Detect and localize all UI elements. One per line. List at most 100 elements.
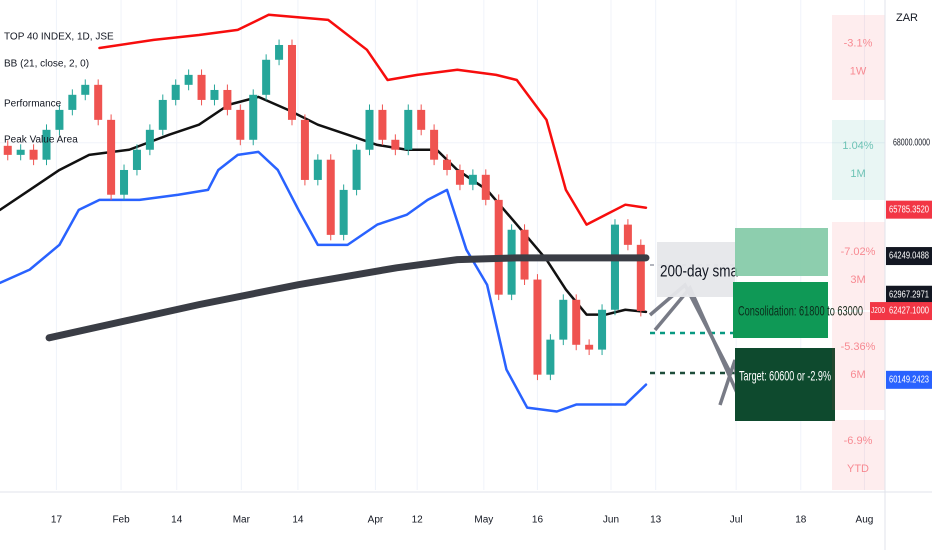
candle-body bbox=[210, 89, 219, 100]
performance-period: YTD bbox=[847, 463, 869, 475]
candle-body bbox=[81, 84, 90, 95]
candle-body bbox=[610, 224, 619, 310]
legend: TOP 40 INDEX, 1D, JSE BB (21, close, 2, … bbox=[4, 32, 114, 146]
drawings: 200-day sma Consolidation: 61800 to 6300… bbox=[648, 228, 863, 421]
annotation: Consolidation: 61800 to 63000 bbox=[738, 303, 863, 319]
currency: ZAR bbox=[896, 12, 918, 24]
performance-change: -5.36% bbox=[841, 341, 876, 353]
candle-body bbox=[171, 84, 180, 100]
candle-body bbox=[430, 129, 439, 160]
symbol-title: TOP 40 INDEX, 1D, JSE bbox=[4, 32, 114, 43]
candle-body bbox=[236, 109, 245, 140]
candle-body bbox=[94, 84, 103, 120]
candle-body bbox=[352, 149, 361, 190]
candle-body bbox=[300, 119, 309, 180]
indicator-label: Peak Value Area bbox=[4, 135, 78, 146]
x-tick-label: 14 bbox=[171, 515, 183, 526]
plot bbox=[0, 13, 650, 413]
performance-period: 1W bbox=[850, 65, 867, 77]
price-tag-label: 62427.1000 bbox=[889, 306, 929, 317]
candle-body bbox=[107, 119, 116, 195]
price-tag-label: 62967.2971 bbox=[889, 289, 929, 300]
candle-body bbox=[636, 244, 645, 311]
candle-body bbox=[507, 229, 516, 295]
candle-body bbox=[197, 74, 206, 100]
target-zone bbox=[735, 228, 828, 276]
performance-period: 3M bbox=[850, 274, 865, 286]
y-tick-label: 68000.0000 bbox=[893, 137, 930, 148]
candle-body bbox=[533, 279, 542, 375]
candle-body bbox=[313, 159, 322, 180]
candle-body bbox=[585, 344, 594, 350]
candle-body bbox=[132, 149, 141, 170]
candle-body bbox=[287, 44, 296, 120]
performance-change: -6.9% bbox=[844, 435, 873, 447]
overlay-line bbox=[45, 254, 650, 342]
candle-body bbox=[481, 174, 490, 200]
candle-body bbox=[494, 199, 503, 295]
axes: 17 Feb 14 Mar 14 Apr 12 May 16 Jun 13 Jul 18 Aug 68000… bbox=[51, 137, 932, 526]
performance-cell bbox=[832, 312, 885, 410]
label-box bbox=[735, 348, 835, 421]
candle-body bbox=[623, 224, 632, 245]
label-box bbox=[657, 242, 735, 297]
performance-period: 6M bbox=[850, 369, 865, 381]
candle-body bbox=[262, 59, 271, 95]
candle-body bbox=[378, 109, 387, 140]
candle-body bbox=[546, 339, 555, 375]
performance-cell bbox=[832, 15, 885, 100]
annotation: 200-day sma bbox=[660, 261, 738, 280]
candle-body bbox=[223, 89, 232, 110]
overlay-line bbox=[0, 150, 648, 413]
x-tick-label: Jun bbox=[603, 515, 619, 526]
candle-body bbox=[572, 299, 581, 345]
candle-body bbox=[145, 129, 154, 150]
candle-body bbox=[158, 99, 167, 130]
x-tick-label: Apr bbox=[368, 515, 384, 526]
overlay-line bbox=[98, 13, 648, 226]
candle-body bbox=[455, 169, 464, 185]
price-tag bbox=[886, 200, 932, 219]
performance-change: 1.04% bbox=[842, 140, 873, 152]
candle-body bbox=[249, 94, 258, 140]
x-tick-label: 14 bbox=[292, 515, 304, 526]
x-tick-label: Jul bbox=[730, 515, 743, 526]
price-tag-label: 60149.2423 bbox=[889, 374, 929, 385]
label-box bbox=[733, 282, 828, 338]
price-tag-label: 64249.0488 bbox=[889, 251, 929, 262]
candle-body bbox=[120, 169, 129, 195]
price-tag bbox=[886, 370, 932, 389]
candle-body bbox=[55, 109, 64, 130]
performance-change: -3.1% bbox=[844, 37, 873, 49]
x-tick-label: May bbox=[474, 515, 493, 526]
indicator-label: BB (21, close, 2, 0) bbox=[4, 59, 89, 70]
candle-body bbox=[29, 149, 38, 160]
candle-body bbox=[68, 94, 77, 110]
candle-body bbox=[598, 309, 607, 350]
x-tick-label: Mar bbox=[233, 515, 251, 526]
candle-body bbox=[16, 149, 25, 155]
candle-body bbox=[42, 129, 51, 160]
performance-panel: -3.1% 1W 1.04% 1M -7.02% 3M -5.36% 6M -6.9% YTD bbox=[832, 15, 885, 490]
x-tick-label: 13 bbox=[650, 515, 662, 526]
overlay-line bbox=[0, 95, 648, 316]
price-tag bbox=[886, 302, 932, 321]
performance-cell bbox=[832, 120, 885, 200]
price-tag bbox=[886, 247, 932, 266]
candle-body bbox=[417, 109, 426, 130]
candle-body bbox=[365, 109, 374, 150]
candle-body bbox=[3, 145, 12, 155]
candle-body bbox=[468, 174, 477, 185]
x-tick-label: 17 bbox=[51, 515, 63, 526]
candle-body bbox=[559, 299, 568, 340]
candle-body bbox=[326, 159, 335, 235]
performance-change: -7.02% bbox=[841, 246, 876, 258]
annotation: Target: 60600 or -2.9% bbox=[739, 368, 831, 384]
x-tick-label: 12 bbox=[412, 515, 424, 526]
candle-body bbox=[404, 109, 413, 150]
candle-body bbox=[391, 139, 400, 150]
symbol-tag bbox=[870, 302, 886, 321]
candle-body bbox=[443, 159, 452, 170]
performance-period: 1M bbox=[850, 168, 865, 180]
